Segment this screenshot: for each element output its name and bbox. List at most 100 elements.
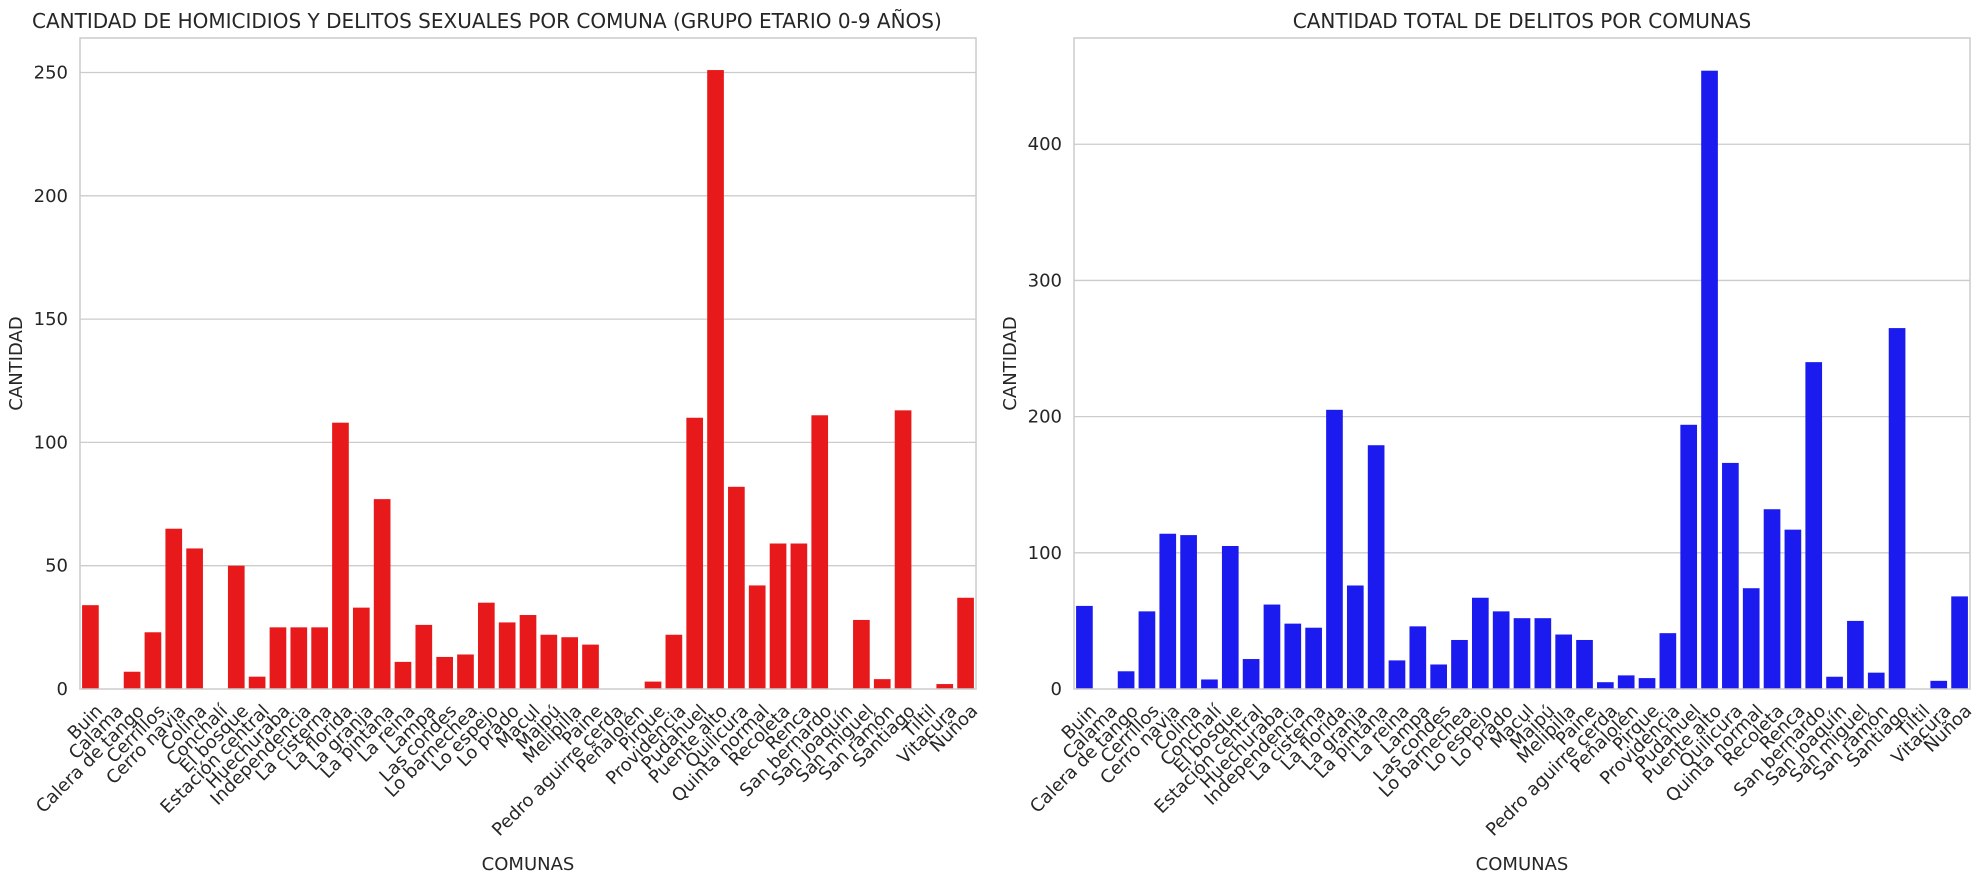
bar: [1138, 611, 1156, 689]
bar: [936, 684, 954, 689]
bar: [1471, 597, 1489, 689]
bar: [144, 632, 162, 689]
chart-title: CANTIDAD DE HOMICIDIOS Y DELITOS SEXUALE…: [32, 9, 942, 33]
bar: [1680, 424, 1698, 689]
y-axis-label: CANTIDAD: [1000, 316, 1021, 410]
bar: [1534, 618, 1552, 689]
bar: [352, 607, 370, 690]
chart-title: CANTIDAD TOTAL DE DELITOS POR COMUNAS: [1293, 9, 1752, 33]
bar: [665, 634, 683, 689]
y-tick-label: 100: [1028, 543, 1062, 564]
x-axis-label: COMUNAS: [482, 854, 575, 875]
bar: [728, 486, 745, 689]
bar: [1159, 533, 1177, 689]
bar: [957, 597, 974, 689]
bar: [1784, 529, 1802, 689]
bar: [644, 681, 662, 689]
bar: [290, 627, 308, 689]
plot-frame: [1073, 37, 1971, 690]
y-tick-label: 400: [1028, 134, 1062, 155]
bar: [436, 656, 453, 689]
bar: [477, 602, 495, 689]
bar: [1409, 626, 1427, 689]
bar: [186, 548, 203, 689]
y-tick-label: 300: [1028, 270, 1062, 291]
bar: [1805, 362, 1823, 689]
bar: [82, 605, 99, 689]
y-tick-label: 0: [1051, 679, 1062, 700]
bar: [1180, 535, 1197, 689]
bar: [394, 661, 412, 690]
bar: [894, 410, 912, 689]
y-tick-label: 100: [34, 432, 68, 453]
bar: [311, 627, 328, 689]
bar: [1847, 620, 1864, 689]
bar: [1346, 585, 1364, 689]
bar: [1951, 596, 1968, 689]
bar: [686, 417, 704, 689]
y-tick-label: 150: [34, 309, 68, 330]
bar: [165, 528, 183, 689]
bar: [1305, 627, 1322, 689]
bar: [1263, 604, 1281, 689]
bar: [853, 619, 870, 689]
y-axis-label: CANTIDAD: [6, 316, 27, 410]
bar: [498, 622, 516, 689]
bar: [1930, 680, 1948, 689]
bar: [1576, 639, 1593, 689]
bar: [561, 637, 579, 689]
bar: [1867, 672, 1885, 689]
plot-frame: [79, 37, 977, 690]
bar: [1201, 679, 1218, 689]
x-axis-label: COMUNAS: [1476, 854, 1569, 875]
bar: [269, 627, 287, 689]
bar: [748, 585, 766, 689]
bar: [519, 615, 537, 689]
bar: [1763, 509, 1781, 689]
bar: [1326, 409, 1343, 689]
bar: [373, 499, 391, 690]
bar: [1555, 634, 1573, 689]
bar: [1492, 611, 1510, 689]
bar: [1284, 623, 1302, 689]
bar: [1513, 618, 1531, 689]
bar: [415, 624, 433, 689]
bar: [1742, 588, 1760, 689]
bar: [1430, 664, 1447, 689]
bar: [1076, 605, 1093, 689]
bar: [873, 679, 891, 689]
bar: [227, 565, 245, 689]
bar: [1388, 660, 1406, 689]
y-tick-label: 0: [57, 679, 68, 700]
bar: [332, 422, 349, 689]
bar: [769, 543, 787, 689]
bar: [1826, 676, 1843, 689]
bar: [1221, 546, 1239, 689]
bar: [582, 644, 599, 689]
bar: [1367, 445, 1385, 689]
y-tick-label: 50: [45, 556, 68, 577]
bar: [248, 676, 266, 689]
bar: [1242, 659, 1260, 689]
bar: [1597, 682, 1614, 689]
y-tick-label: 200: [1028, 407, 1062, 428]
bar: [1701, 70, 1718, 689]
bar: [1451, 639, 1468, 689]
bar: [1617, 675, 1635, 689]
bar: [457, 654, 474, 689]
bar: [1638, 678, 1656, 689]
bar: [811, 415, 829, 689]
bar: [1888, 328, 1906, 689]
bar: [790, 543, 808, 689]
bar: [1117, 671, 1135, 689]
y-tick-label: 200: [34, 186, 68, 207]
bar: [707, 70, 724, 689]
bar: [540, 634, 558, 689]
bar: [123, 671, 141, 689]
bar: [1722, 462, 1739, 689]
y-tick-label: 250: [34, 63, 68, 84]
bar: [1659, 633, 1677, 689]
